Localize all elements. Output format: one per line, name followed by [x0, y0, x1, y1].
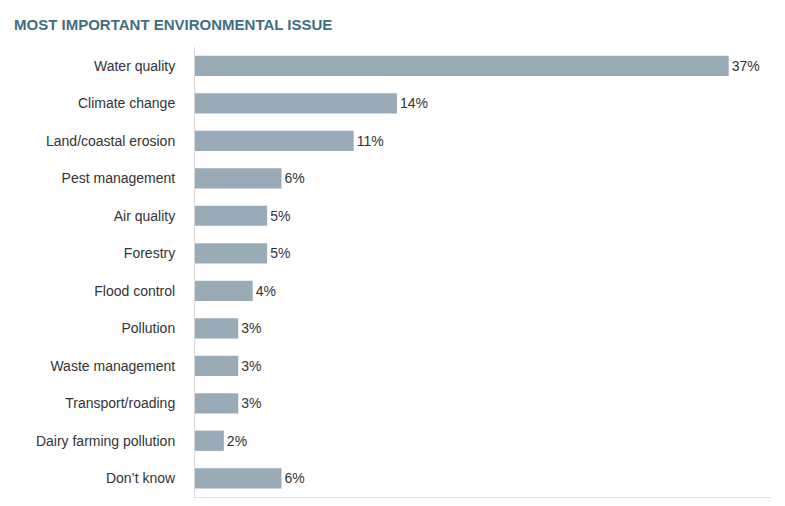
svg-text:Pest management: Pest management — [62, 170, 176, 186]
svg-text:14%: 14% — [400, 95, 428, 111]
svg-text:Climate change: Climate change — [78, 95, 175, 111]
svg-text:4%: 4% — [256, 283, 276, 299]
svg-text:3%: 3% — [241, 320, 261, 336]
svg-text:11%: 11% — [357, 133, 384, 149]
svg-text:Transport/roading: Transport/roading — [65, 395, 175, 411]
svg-text:37%: 37% — [732, 58, 760, 74]
svg-text:5%: 5% — [270, 208, 290, 224]
svg-text:Pollution: Pollution — [121, 320, 175, 336]
svg-text:Don’t know: Don’t know — [106, 470, 176, 486]
svg-text:3%: 3% — [241, 358, 261, 374]
svg-text:Flood control: Flood control — [94, 283, 175, 299]
svg-text:6%: 6% — [285, 170, 305, 186]
svg-text:2%: 2% — [227, 433, 247, 449]
svg-text:Water quality: Water quality — [94, 58, 175, 74]
svg-text:3%: 3% — [241, 395, 261, 411]
svg-text:Forestry: Forestry — [124, 245, 175, 261]
svg-text:6%: 6% — [285, 470, 305, 486]
svg-text:Air quality: Air quality — [114, 208, 175, 224]
svg-text:Dairy farming pollution: Dairy farming pollution — [36, 433, 175, 449]
svg-text:Land/coastal erosion: Land/coastal erosion — [46, 133, 175, 149]
svg-text:5%: 5% — [270, 245, 290, 261]
svg-text:MOST IMPORTANT ENVIRONMENTAL I: MOST IMPORTANT ENVIRONMENTAL ISSUE — [14, 16, 332, 33]
svg-text:Waste management: Waste management — [50, 358, 175, 374]
